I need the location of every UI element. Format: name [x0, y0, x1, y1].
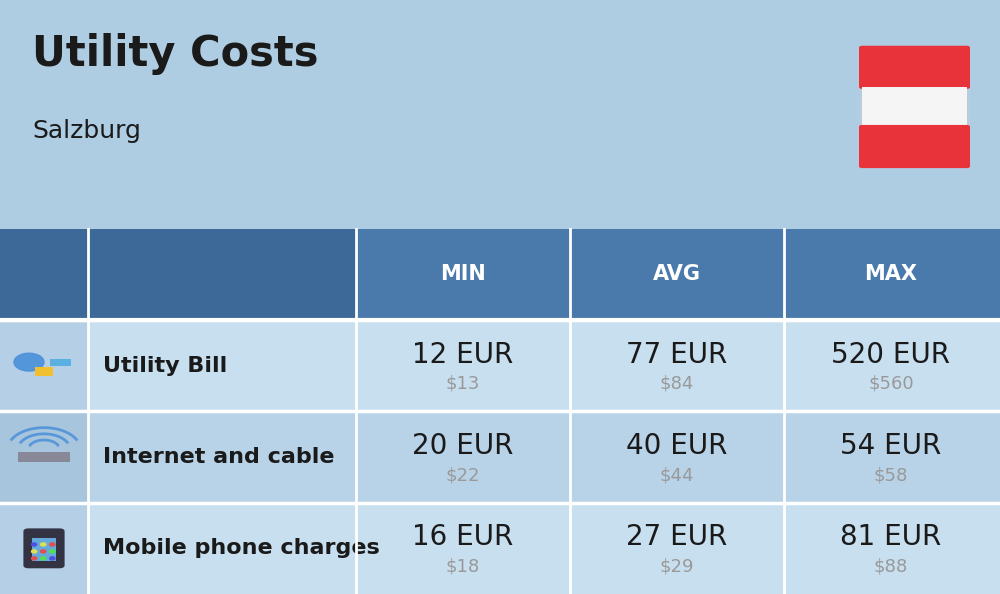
Bar — [859, 46, 970, 168]
Text: AVG: AVG — [653, 264, 701, 285]
Text: 520 EUR: 520 EUR — [831, 341, 950, 369]
Text: $560: $560 — [868, 375, 914, 393]
Bar — [50, 359, 71, 366]
Text: $29: $29 — [660, 558, 694, 576]
Text: $44: $44 — [660, 466, 694, 484]
Circle shape — [32, 543, 37, 546]
Text: 54 EUR: 54 EUR — [840, 432, 942, 460]
Bar — [0, 320, 88, 411]
Circle shape — [41, 550, 46, 553]
Text: 12 EUR: 12 EUR — [412, 341, 514, 369]
Circle shape — [32, 557, 37, 560]
Text: Mobile phone charges: Mobile phone charges — [103, 538, 380, 558]
Text: 27 EUR: 27 EUR — [626, 523, 728, 551]
Circle shape — [14, 353, 44, 371]
Bar — [0, 320, 1000, 411]
Text: Salzburg: Salzburg — [32, 119, 141, 143]
Text: 77 EUR: 77 EUR — [626, 341, 728, 369]
Text: $22: $22 — [446, 466, 480, 484]
Text: MIN: MIN — [440, 264, 486, 285]
FancyBboxPatch shape — [859, 125, 970, 168]
FancyBboxPatch shape — [859, 46, 970, 89]
Circle shape — [41, 543, 46, 546]
Text: Utility Costs: Utility Costs — [32, 33, 318, 75]
Circle shape — [32, 550, 37, 553]
FancyBboxPatch shape — [23, 529, 65, 568]
Bar — [88, 229, 356, 320]
Text: $18: $18 — [446, 558, 480, 576]
Text: 16 EUR: 16 EUR — [412, 523, 514, 551]
Circle shape — [50, 557, 55, 560]
Text: $58: $58 — [874, 466, 908, 484]
Bar — [0, 503, 88, 594]
Text: MAX: MAX — [864, 264, 917, 285]
Text: $84: $84 — [660, 375, 694, 393]
Circle shape — [50, 543, 55, 546]
Text: 20 EUR: 20 EUR — [412, 432, 514, 460]
Text: 40 EUR: 40 EUR — [626, 432, 728, 460]
Circle shape — [41, 557, 46, 560]
Circle shape — [50, 550, 55, 553]
Bar — [862, 87, 967, 127]
Bar — [32, 538, 56, 561]
Text: 81 EUR: 81 EUR — [840, 523, 942, 551]
Bar — [0, 503, 1000, 594]
Bar — [0, 411, 88, 503]
Bar — [0, 411, 1000, 503]
Bar — [35, 368, 53, 377]
Bar — [18, 453, 70, 462]
Bar — [0, 229, 88, 320]
Text: $88: $88 — [874, 558, 908, 576]
Text: Internet and cable: Internet and cable — [103, 447, 334, 467]
Text: Utility Bill: Utility Bill — [103, 356, 227, 375]
Text: $13: $13 — [446, 375, 480, 393]
Bar — [0, 229, 1000, 320]
